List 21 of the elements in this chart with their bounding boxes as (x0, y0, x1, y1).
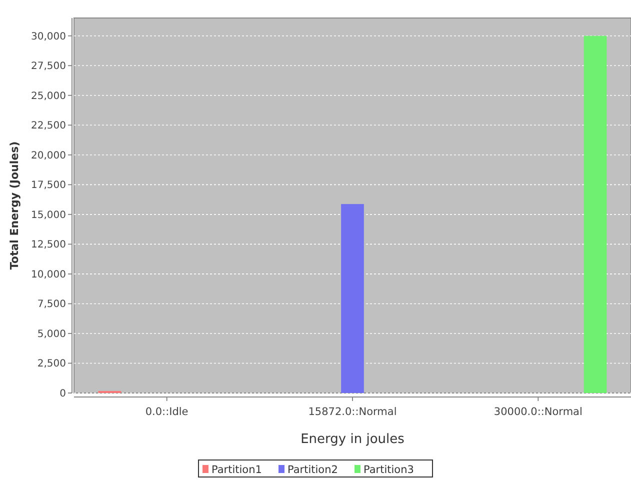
x-axis-title: Energy in joules (300, 432, 405, 447)
y-tick-label: 30,000 (31, 31, 66, 42)
x-tick-label: 30000.0::Normal (494, 406, 582, 418)
y-tick-label: 7,500 (37, 299, 66, 310)
y-tick-label: 20,000 (31, 150, 66, 162)
x-tick-label: 15872.0::Normal (308, 406, 397, 418)
y-tick-label: 2,500 (37, 358, 66, 370)
legend-label: Partition1 (212, 464, 262, 476)
y-axis-title: Total Energy (Joules) (8, 141, 21, 270)
y-tick-label: 17,500 (31, 180, 66, 192)
y-tick-label: 12,500 (31, 240, 66, 251)
y-tick-label: 25,000 (31, 90, 66, 102)
y-tick-label: 22,500 (31, 120, 66, 132)
y-tick-label: 10,000 (31, 269, 66, 280)
legend-label: Partition2 (288, 464, 338, 476)
legend-label: Partition3 (364, 464, 414, 476)
y-tick-label: 0 (60, 388, 66, 400)
y-tick-label: 27,500 (31, 61, 66, 72)
y-tick-label: 5,000 (37, 328, 66, 340)
x-tick-label: 0.0::Idle (145, 406, 188, 418)
y-tick-label: 15,000 (31, 210, 66, 221)
